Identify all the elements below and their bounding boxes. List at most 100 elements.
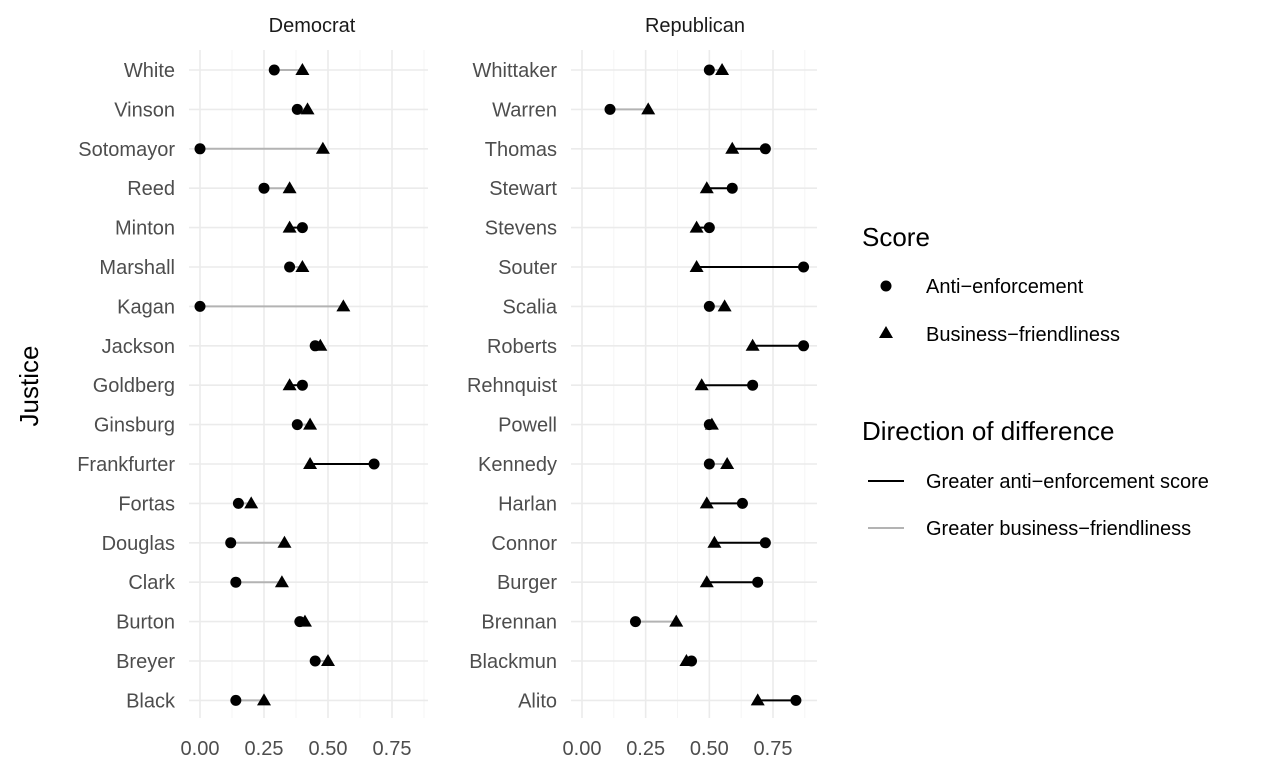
point-anti-enforcement-scalia	[703, 300, 715, 312]
legend-triangle-symbol	[879, 326, 893, 338]
x-tick-label-democrat: 0.75	[373, 738, 412, 757]
legend-greater-business-friendliness-label: Greater business−friendliness	[926, 518, 1191, 540]
justice-label-reed: Reed	[127, 178, 175, 200]
point-anti-enforcement-stewart	[726, 182, 738, 194]
point-business-friendliness-douglas	[277, 535, 292, 548]
point-anti-enforcement-whittaker	[703, 64, 715, 76]
point-business-friendliness-reed	[282, 181, 297, 194]
justice-label-burger: Burger	[497, 572, 557, 594]
grid-democrat	[189, 50, 428, 718]
point-anti-enforcement-kagan	[194, 300, 206, 312]
justice-label-stewart: Stewart	[489, 178, 557, 200]
justice-label-warren: Warren	[492, 99, 557, 121]
justice-label-blackmun: Blackmun	[469, 651, 557, 673]
point-business-friendliness-minton	[282, 220, 297, 233]
justice-label-marshall: Marshall	[99, 257, 175, 279]
justice-label-frankfurter: Frankfurter	[77, 454, 175, 476]
justice-label-jackson: Jackson	[102, 336, 175, 358]
x-tick-label-republican: 0.25	[626, 738, 665, 757]
justice-label-connor: Connor	[491, 533, 557, 555]
y-labels-republican: Whittaker Warren Thomas Stewart Stevens Soute…	[467, 60, 558, 712]
legend: Score Anti−enforcement Business−friendli…	[862, 222, 1209, 540]
justice-label-minton: Minton	[115, 218, 175, 240]
point-anti-enforcement-harlan	[736, 497, 748, 509]
point-business-friendliness-marshall	[295, 260, 310, 272]
point-business-friendliness-breyer	[321, 654, 335, 666]
point-anti-enforcement-minton	[296, 222, 308, 234]
x-tick-label-democrat: 0.25	[245, 738, 284, 757]
point-anti-enforcement-vinson	[291, 103, 303, 115]
point-business-friendliness-blackmun	[679, 654, 694, 666]
justice-label-douglas: Douglas	[102, 533, 175, 555]
point-anti-enforcement-thomas	[759, 143, 771, 155]
justice-label-fortas: Fortas	[118, 493, 175, 515]
point-business-friendliness-brennan	[669, 614, 684, 627]
point-business-friendliness-frankfurter	[303, 457, 318, 469]
grid-republican	[571, 50, 817, 718]
legend-anti-enforcement-label: Anti−enforcement	[926, 276, 1084, 298]
point-anti-enforcement-breyer	[309, 655, 321, 667]
points-democrat	[194, 63, 380, 706]
point-anti-enforcement-marshall	[284, 261, 296, 273]
legend-direction-title: Direction of difference	[862, 416, 1114, 446]
justice-label-black: Black	[126, 690, 176, 712]
panel-democrat: Democrat White Vinson Sotomayor Reed Minton M…	[77, 15, 428, 757]
x-tick-label-republican: 0.75	[754, 738, 793, 757]
justice-label-brennan: Brennan	[481, 612, 557, 634]
x-tick-label-democrat: 0.00	[181, 738, 220, 757]
point-business-friendliness-harlan	[699, 496, 714, 509]
point-business-friendliness-connor	[707, 535, 722, 548]
justice-label-harlan: Harlan	[498, 493, 557, 515]
point-business-friendliness-black	[257, 693, 271, 706]
point-business-friendliness-kagan	[336, 299, 351, 312]
point-anti-enforcement-roberts	[798, 340, 810, 352]
justice-label-scalia: Scalia	[503, 296, 558, 318]
point-anti-enforcement-alito	[790, 694, 802, 706]
legend-greater-anti-enforcement-label: Greater anti−enforcement score	[926, 471, 1209, 493]
point-business-friendliness-thomas	[725, 141, 740, 154]
point-business-friendliness-jackson	[313, 338, 328, 351]
point-anti-enforcement-burger	[752, 576, 764, 588]
point-business-friendliness-scalia	[717, 299, 732, 312]
point-anti-enforcement-goldberg	[296, 379, 308, 391]
justice-label-rehnquist: Rehnquist	[467, 375, 558, 397]
justice-label-souter: Souter	[498, 257, 557, 279]
point-business-friendliness-ginsburg	[303, 417, 318, 430]
point-business-friendliness-souter	[689, 260, 704, 272]
justice-label-white: White	[124, 60, 175, 82]
point-anti-enforcement-white	[268, 64, 280, 76]
justice-label-alito: Alito	[518, 690, 557, 712]
justice-label-breyer: Breyer	[116, 651, 175, 673]
point-business-friendliness-roberts	[745, 338, 760, 351]
justice-label-ginsburg: Ginsburg	[94, 415, 175, 437]
panel-title-democrat: Democrat	[269, 15, 356, 37]
point-business-friendliness-sotomayor	[315, 141, 330, 154]
justice-label-powell: Powell	[498, 415, 557, 437]
x-ticks-democrat: 0.00 0.25 0.50 0.75	[181, 738, 412, 757]
legend-business-friendliness-label: Business−friendliness	[926, 324, 1120, 346]
point-anti-enforcement-warren	[604, 103, 616, 115]
point-business-friendliness-burger	[699, 575, 714, 588]
point-business-friendliness-stevens	[689, 220, 704, 233]
legend-circle-symbol	[880, 280, 892, 292]
point-business-friendliness-rehnquist	[694, 378, 709, 391]
point-business-friendliness-whittaker	[715, 63, 730, 75]
point-anti-enforcement-black	[230, 694, 242, 706]
y-axis-title: Justice	[14, 346, 44, 427]
point-business-friendliness-alito	[750, 693, 765, 706]
point-anti-enforcement-frankfurter	[368, 458, 380, 470]
point-anti-enforcement-connor	[759, 537, 771, 549]
x-tick-label-republican: 0.00	[563, 738, 602, 757]
point-anti-enforcement-douglas	[225, 537, 237, 549]
y-labels-democrat: White Vinson Sotomayor Reed Minton Marshall Ka…	[77, 60, 176, 712]
justice-label-sotomayor: Sotomayor	[78, 139, 175, 161]
justice-label-whittaker: Whittaker	[473, 60, 558, 82]
point-anti-enforcement-rehnquist	[747, 379, 759, 391]
point-anti-enforcement-stevens	[703, 222, 715, 234]
point-anti-enforcement-kennedy	[703, 458, 715, 470]
point-business-friendliness-warren	[641, 102, 656, 115]
justice-label-clark: Clark	[128, 572, 176, 594]
point-anti-enforcement-ginsburg	[291, 419, 303, 431]
point-anti-enforcement-sotomayor	[194, 143, 206, 155]
panel-title-republican: Republican	[645, 15, 745, 37]
